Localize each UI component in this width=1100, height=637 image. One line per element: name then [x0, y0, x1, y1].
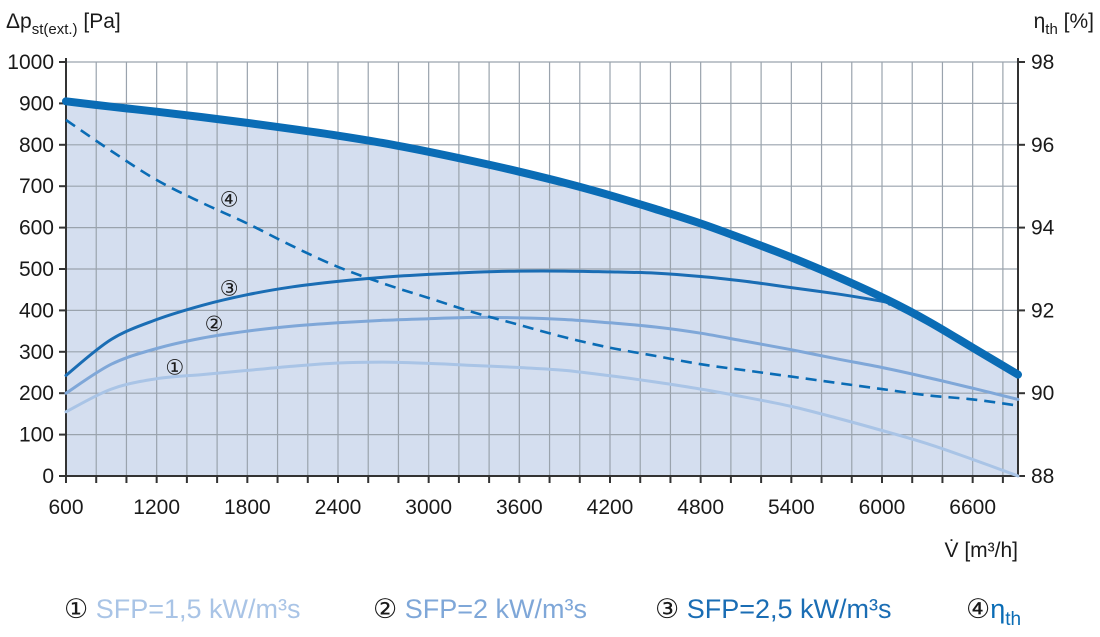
curve-marker: ① — [165, 355, 184, 379]
y-left-tick-label: 100 — [19, 424, 54, 447]
legend: ① SFP=1,5 kW/m³s ② SFP=2 kW/m³s ③ SFP=2,… — [64, 594, 1021, 630]
x-title-unit: [m³/h] — [964, 539, 1018, 562]
legend-label-eta-sub: th — [1005, 609, 1021, 630]
x-tick-label: 3600 — [496, 496, 543, 519]
series-line-3 — [64, 269, 892, 377]
y-left-title-main: Δp — [6, 10, 32, 33]
operating-range-fill — [66, 101, 1018, 477]
curve-marker: ③ — [220, 277, 239, 301]
series-line-1 — [64, 360, 1020, 478]
legend-num-3: ③ — [655, 594, 679, 625]
legend-item-sfp-2-5: ③ SFP=2,5 kW/m³s — [655, 594, 892, 625]
x-tick-label: 1200 — [133, 496, 180, 519]
x-tick-label: 5400 — [768, 496, 815, 519]
legend-item-sfp-1-5: ① SFP=1,5 kW/m³s — [64, 594, 301, 625]
legend-item-sfp-2: ② SFP=2 kW/m³s — [373, 594, 587, 625]
curve-marker: ② — [205, 312, 224, 336]
series-lines — [62, 97, 1022, 478]
y-right-tick-label: 92 — [1031, 299, 1054, 322]
curve-marker: ④ — [220, 188, 239, 212]
legend-num-4: ④ — [966, 594, 990, 625]
x-tick-label: 2400 — [315, 496, 362, 519]
y-right-title-sub: th — [1045, 21, 1058, 38]
y-left-tick-label: 200 — [19, 382, 54, 405]
y-right-axis-title: ηth [%] — [1034, 10, 1094, 38]
x-tick-label: 4200 — [587, 496, 634, 519]
y-left-tick-label: 0 — [42, 465, 54, 488]
legend-label-eta: η — [990, 594, 1005, 624]
y-left-tick-label: 600 — [19, 217, 54, 240]
y-right-title-main: η — [1034, 10, 1046, 33]
y-left-tick-label: 1000 — [7, 51, 54, 74]
y-left-tick-label: 500 — [19, 258, 54, 281]
legend-num-1: ① — [64, 594, 88, 625]
y-right-tick-label: 98 — [1031, 51, 1054, 74]
y-left-axis-title: Δpst(ext.) [Pa] — [6, 10, 121, 38]
operating-range-boundary-line — [62, 97, 1022, 379]
x-tick-label: 6600 — [949, 496, 996, 519]
y-right-tick-label: 96 — [1031, 134, 1054, 157]
y-left-title-sub: st(ext.) — [32, 21, 78, 38]
axes — [59, 58, 1025, 483]
x-tick-label: 6000 — [859, 496, 906, 519]
series-line-4 — [65, 118, 1019, 407]
legend-label-sfp-1-5: SFP=1,5 kW/m³s — [88, 594, 300, 624]
legend-label-sfp-2: SFP=2 kW/m³s — [397, 594, 587, 624]
legend-label-sfp-2-5: SFP=2,5 kW/m³s — [679, 594, 891, 624]
y-right-tick-label: 90 — [1031, 382, 1054, 405]
y-right-title-unit: [%] — [1058, 10, 1094, 33]
y-left-tick-label: 900 — [19, 92, 54, 115]
y-left-tick-label: 300 — [19, 341, 54, 364]
series-line-2 — [64, 315, 1020, 401]
curve-markers: ④ ③ ②① — [165, 188, 238, 380]
tick-labels: 0 100 200 300 400 500 600 700 800 900 1000 88 90 92 94… — [7, 51, 1054, 519]
x-tick-label: 4800 — [677, 496, 724, 519]
y-left-tick-label: 800 — [19, 134, 54, 157]
y-left-tick-label: 700 — [19, 175, 54, 198]
legend-num-2: ② — [373, 594, 397, 625]
x-tick-label: 3000 — [405, 496, 452, 519]
x-title-main: V̇ — [944, 539, 964, 562]
y-right-tick-label: 88 — [1031, 465, 1054, 488]
y-right-tick-label: 94 — [1031, 217, 1055, 240]
y-left-tick-label: 400 — [19, 299, 54, 322]
x-axis-title: V̇ [m³/h] — [944, 539, 1018, 562]
x-tick-label: 600 — [48, 496, 83, 519]
x-tick-label: 1800 — [224, 496, 271, 519]
legend-item-eta-th: ④ηth — [966, 594, 1021, 630]
operating-range-area — [66, 101, 1018, 477]
y-left-title-unit: [Pa] — [78, 10, 121, 33]
